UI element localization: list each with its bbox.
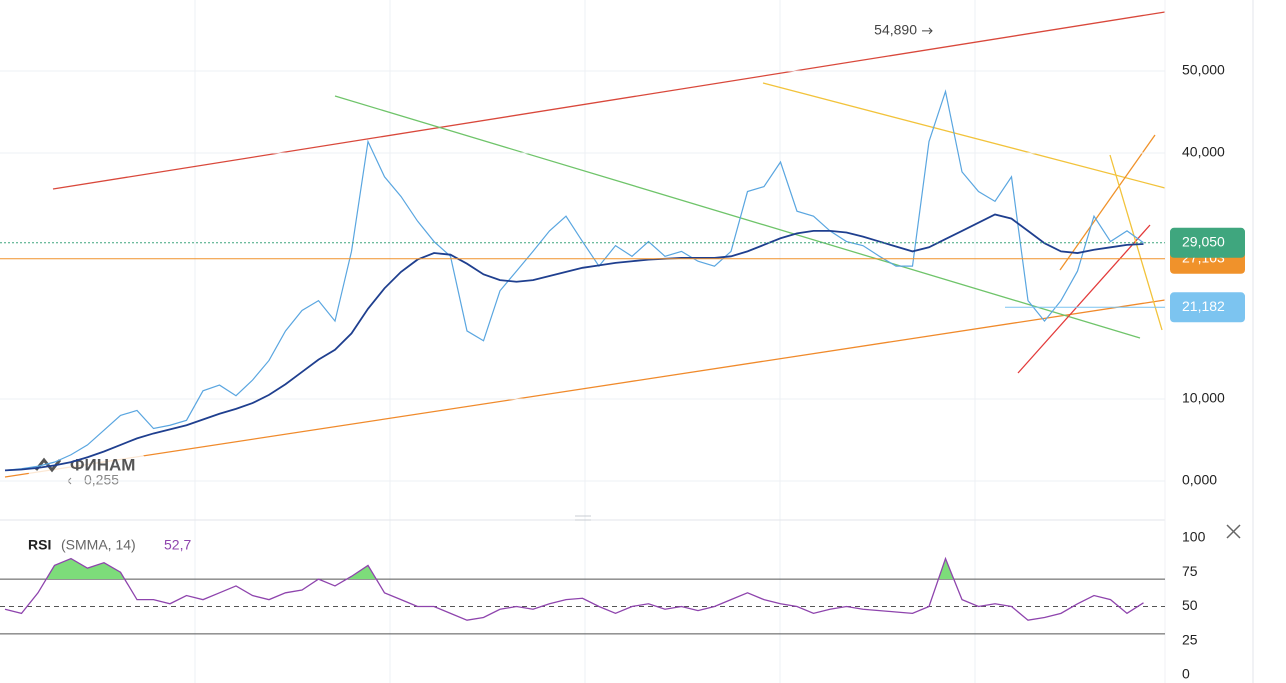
y-tick-label: 40,000 bbox=[1182, 144, 1225, 160]
y-tick-label: 75 bbox=[1182, 563, 1198, 579]
y-tick-label: 100 bbox=[1182, 529, 1206, 545]
price-tag bbox=[1170, 292, 1245, 323]
series-line bbox=[4, 213, 1144, 472]
annotation-arrow bbox=[922, 27, 933, 35]
y-tick-label: 50,000 bbox=[1182, 62, 1225, 78]
trend-lines bbox=[4, 11, 1166, 478]
price-tag-label: 29,050 bbox=[1182, 233, 1225, 249]
logo-value: 0,255 bbox=[84, 472, 119, 488]
y-tick-label: 50 bbox=[1182, 597, 1198, 613]
rsi-title: RSI bbox=[28, 537, 51, 553]
y-tick-label: 0 bbox=[1182, 666, 1190, 682]
grid bbox=[194, 0, 976, 683]
logo-text: ФИНАМ bbox=[70, 455, 135, 474]
y-tick-label: 0,000 bbox=[1182, 472, 1217, 488]
y-tick-label: 10,000 bbox=[1182, 390, 1225, 406]
logo: ФИНАМ 0,255 bbox=[28, 448, 148, 488]
rsi-current: 52,7 bbox=[164, 537, 191, 553]
series-line bbox=[4, 556, 1144, 621]
price-tag bbox=[1170, 227, 1245, 258]
series-line bbox=[4, 89, 1144, 471]
price-tag-label: 21,182 bbox=[1182, 298, 1225, 314]
rsi-params: (SMMA, 14) bbox=[61, 537, 136, 553]
annotation: 54,890 bbox=[874, 22, 917, 38]
close-button[interactable] bbox=[1226, 524, 1241, 539]
y-tick-label: 25 bbox=[1182, 631, 1198, 647]
overbought-shade bbox=[46, 558, 954, 579]
